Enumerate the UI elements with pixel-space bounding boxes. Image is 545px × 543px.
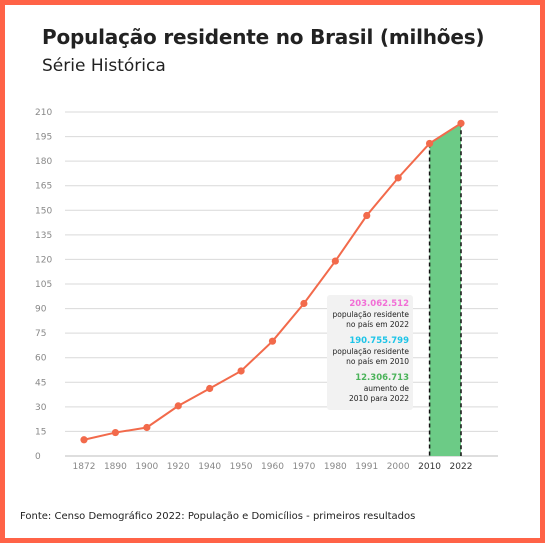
data-point-1950 (237, 367, 245, 375)
annotation-text-2010: população residente no país em 2010 (332, 347, 409, 366)
data-point-1872 (80, 436, 88, 444)
chart-subtitle: Série Histórica (42, 56, 166, 76)
y-tick-label: 105 (35, 280, 52, 290)
x-tick-label: 1991 (355, 462, 378, 472)
y-tick-label: 180 (35, 157, 52, 167)
x-tick-label: 1970 (292, 462, 315, 472)
highlight-fill (429, 123, 461, 456)
data-point-1920 (174, 402, 182, 410)
y-tick-label: 210 (35, 108, 52, 118)
line-chart: 0 15 30 45 60 75 90 105 120 135 150 165 180 195 210 18… (35, 108, 498, 472)
y-tick-label: 120 (35, 255, 52, 265)
annotation-text-increase: aumento de 2010 para 2022 (349, 384, 409, 403)
y-tick-label: 45 (35, 378, 46, 388)
data-point-2000 (394, 174, 402, 182)
y-tick-label: 15 (35, 427, 46, 437)
source-note: Fonte: Censo Demográfico 2022: População… (20, 511, 416, 522)
y-tick-label: 150 (35, 206, 52, 216)
data-point-2010 (425, 139, 434, 148)
x-tick-label: 1890 (104, 462, 127, 472)
x-axis-ticks: 1872 1890 1900 1920 1940 1950 1960 1970 1980 1991… (73, 462, 473, 472)
series-points (80, 119, 465, 444)
y-tick-label: 90 (35, 305, 47, 315)
data-point-1960 (268, 337, 277, 345)
chart-card: 0 15 30 45 60 75 90 105 120 135 150 165 180 195 210 18… (5, 5, 540, 538)
x-tick-label: 2000 (387, 462, 410, 472)
annotation-value-2022: 203.062.512 (349, 299, 409, 309)
data-point-1970 (300, 299, 308, 308)
x-tick-label: 1980 (324, 462, 347, 472)
y-tick-label: 195 (35, 133, 52, 143)
x-tick-label: 1920 (167, 462, 190, 472)
y-tick-label: 75 (35, 329, 46, 339)
y-tick-label: 0 (35, 452, 41, 462)
data-point-1980 (331, 257, 339, 265)
highlight-area (428, 123, 462, 456)
data-point-2022 (457, 119, 465, 127)
annotation-box: 203.062.512 população residente no país … (327, 295, 413, 410)
grid-lines (65, 111, 498, 457)
data-point-1940 (206, 384, 214, 393)
data-point-1890 (111, 428, 120, 437)
annotation-value-2010: 190.755.799 (349, 336, 409, 346)
x-tick-label: 1900 (135, 462, 158, 472)
y-tick-label: 60 (35, 354, 47, 364)
x-tick-label: 2022 (450, 462, 473, 472)
x-tick-label: 1872 (73, 462, 96, 472)
chart-title: População residente no Brasil (milhões) (42, 25, 485, 49)
annotation-value-increase: 12.306.713 (355, 373, 409, 383)
x-tick-label: 2010 (418, 462, 441, 472)
annotation-text-2022: população residente no país em 2022 (332, 310, 409, 329)
y-tick-label: 135 (35, 231, 52, 241)
data-point-1991 (363, 211, 371, 220)
y-tick-label: 165 (35, 182, 52, 192)
y-tick-label: 30 (35, 403, 47, 413)
x-tick-label: 1940 (198, 462, 221, 472)
x-tick-label: 1960 (261, 462, 284, 472)
x-tick-label: 1950 (230, 462, 253, 472)
data-point-1900 (143, 423, 151, 432)
y-axis-ticks: 0 15 30 45 60 75 90 105 120 135 150 165 180 195 210 (35, 108, 52, 462)
